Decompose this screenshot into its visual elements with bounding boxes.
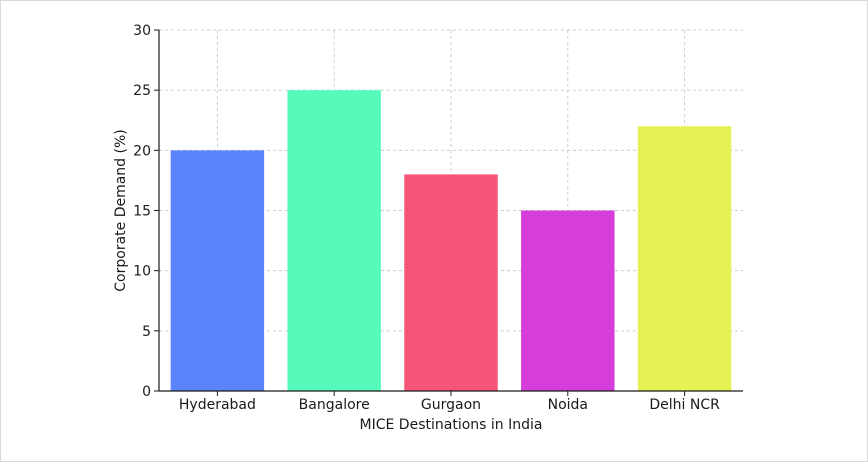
x-tick-label: Bangalore — [299, 397, 370, 413]
y-axis-title: Corporate Demand (%) — [113, 129, 129, 291]
x-tick-label: Delhi NCR — [649, 397, 720, 413]
bar-hyderabad — [170, 150, 265, 391]
y-tick-label: 25 — [133, 83, 151, 99]
x-axis-title: MICE Destinations in India — [360, 417, 543, 433]
x-tick-label: Noida — [548, 397, 588, 413]
x-tick-label: Hyderabad — [179, 397, 256, 413]
x-tick-label: Gurgaon — [421, 397, 481, 413]
y-tick-label: 15 — [133, 204, 151, 220]
y-tick-label: 30 — [133, 23, 151, 39]
bar-noida — [521, 210, 615, 391]
y-tick-label: 0 — [142, 384, 151, 400]
bar-bangalore — [287, 90, 381, 392]
y-tick-label: 5 — [142, 324, 151, 340]
bar-delhi-ncr — [637, 126, 732, 392]
bars-layer — [170, 90, 732, 392]
y-tick-label: 10 — [133, 264, 151, 280]
y-ticks: 0 5 10 15 20 25 30 — [133, 23, 159, 400]
y-tick-label: 20 — [133, 143, 151, 159]
x-ticks: Hyderabad Bangalore Gurgaon Noida Delhi NCR — [179, 391, 720, 413]
bar-gurgaon — [404, 174, 498, 391]
